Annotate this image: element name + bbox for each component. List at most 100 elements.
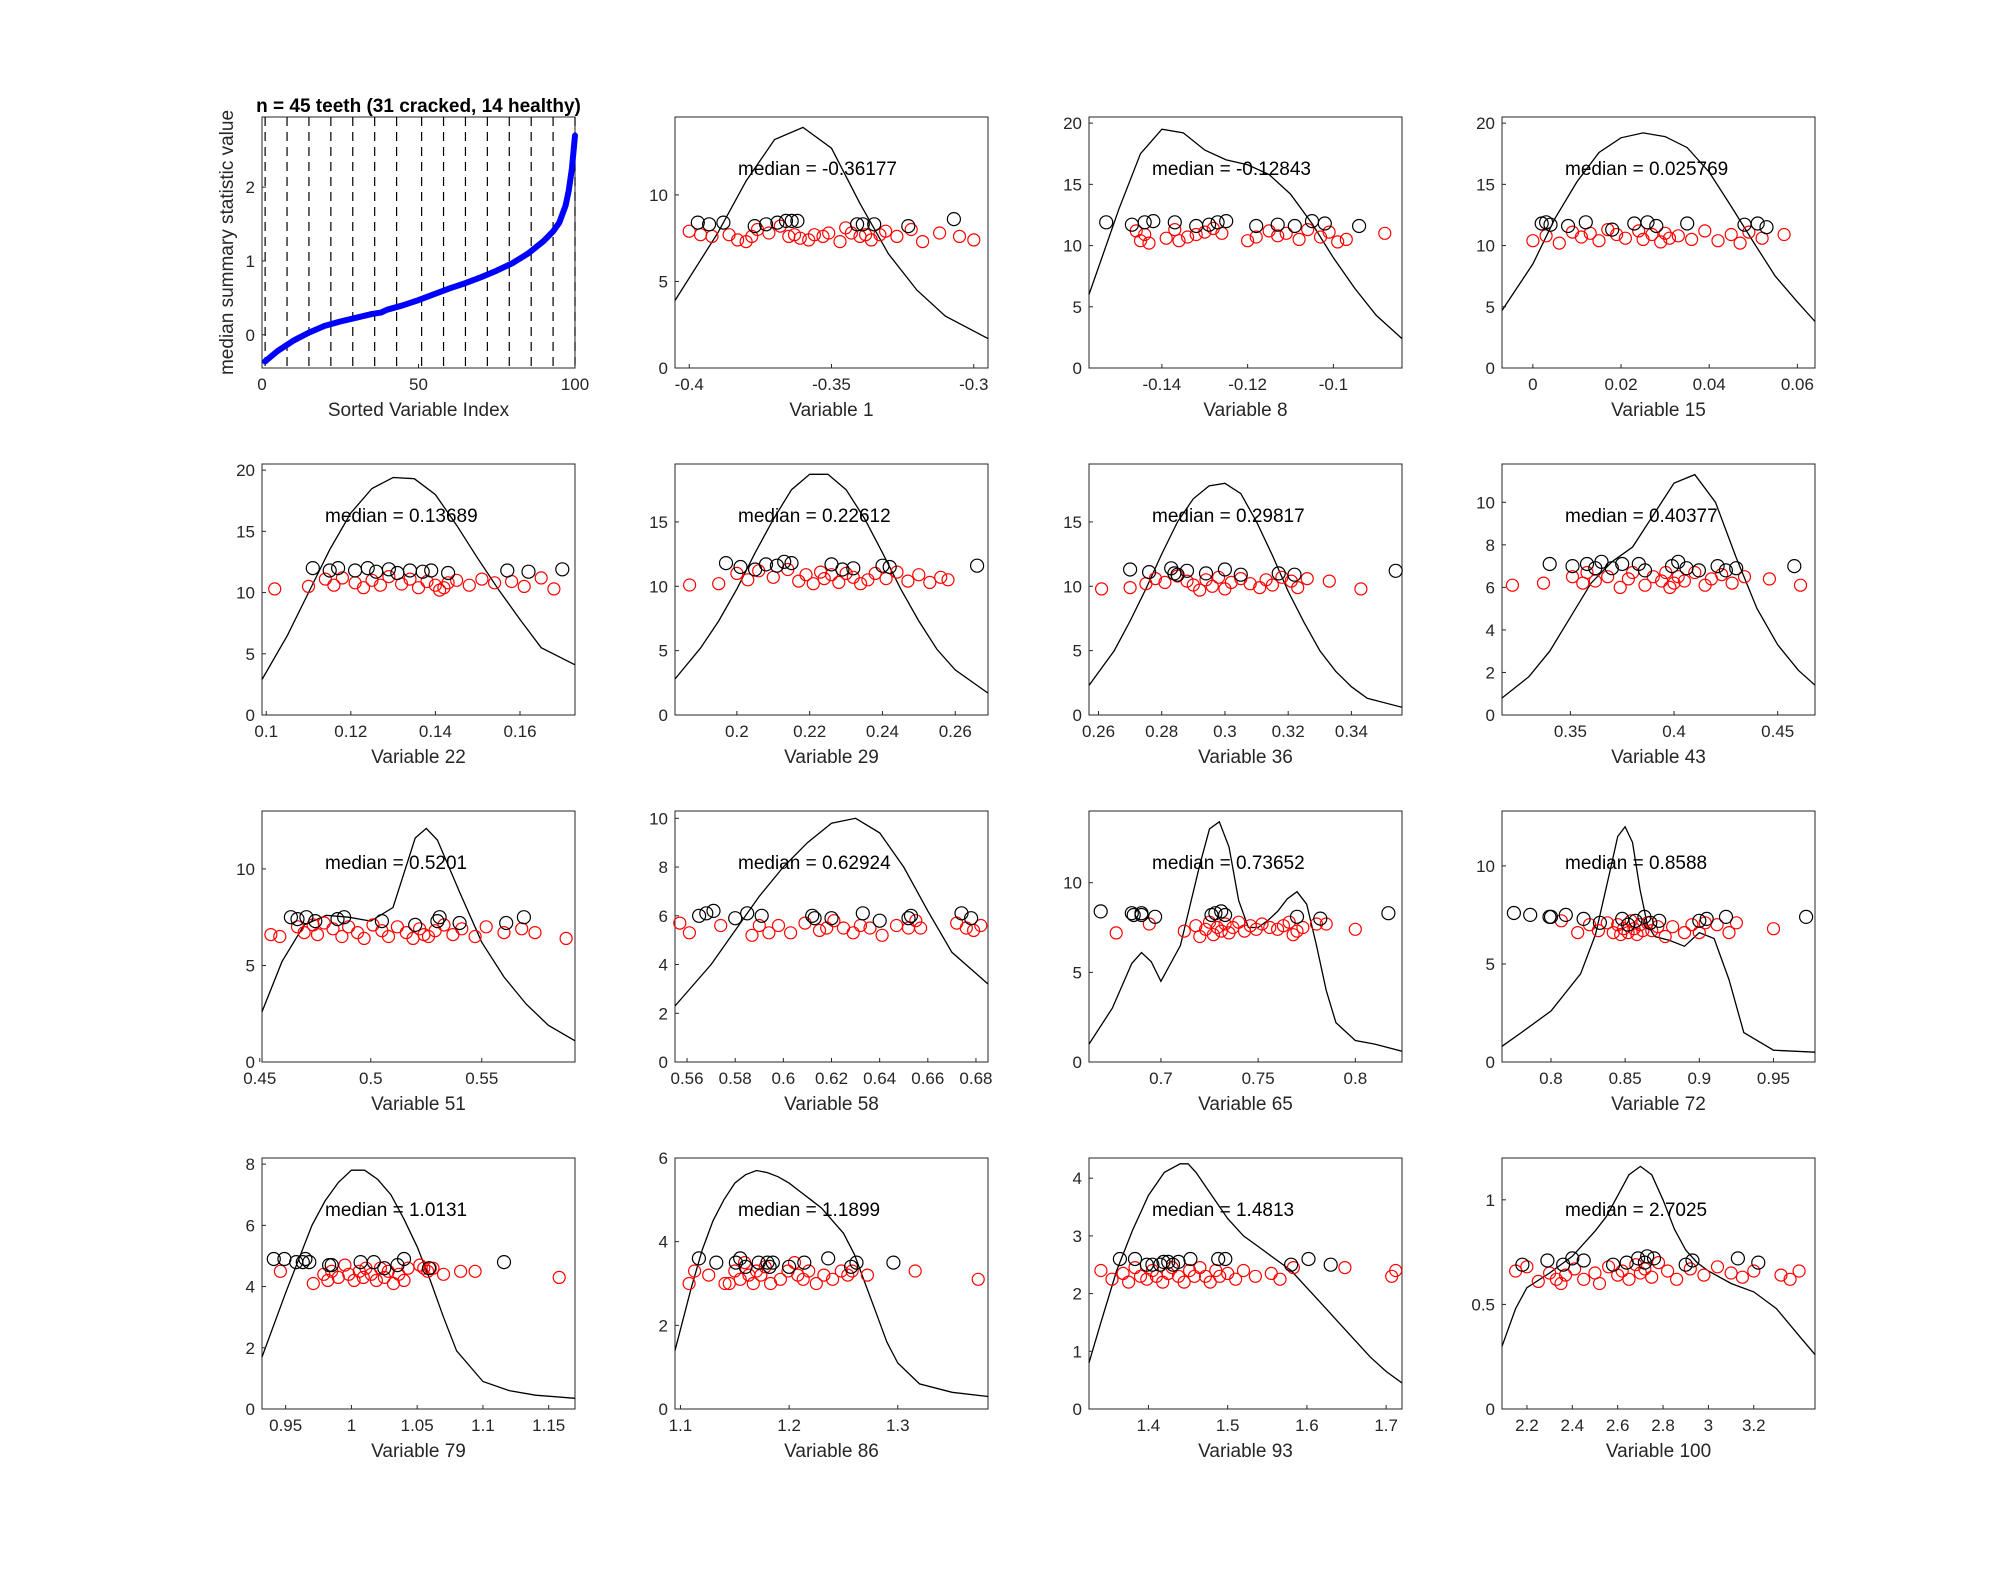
x-tick-label: 0.12	[334, 722, 367, 741]
healthy-point	[452, 915, 467, 931]
y-tick-label: 10	[1476, 237, 1495, 256]
healthy-point	[728, 1255, 744, 1270]
healthy-point	[1605, 222, 1620, 237]
healthy-point	[1126, 907, 1141, 923]
healthy-point	[882, 559, 897, 575]
healthy-point	[758, 557, 774, 572]
cracked-point	[1180, 574, 1194, 588]
cracked-point	[321, 1273, 335, 1288]
y-tick-label: 1	[1073, 1342, 1082, 1361]
healthy-point	[867, 217, 882, 232]
cracked-point	[1526, 234, 1540, 248]
healthy-point	[1750, 216, 1765, 231]
cracked-point	[741, 573, 755, 587]
healthy-point	[1652, 913, 1667, 928]
cracked-point	[682, 578, 697, 592]
plot-area	[1501, 1157, 1816, 1410]
cracked-point	[1645, 227, 1659, 242]
subplot: 0.2 0.22 0.24 0.26 0 5 10 15 Variable 29 median =…	[649, 463, 989, 768]
healthy-point	[500, 563, 515, 578]
healthy-point	[770, 215, 785, 230]
cracked-point	[712, 577, 726, 591]
y-tick-label: 10	[236, 584, 255, 603]
subplot: 0.35 0.4 0.45 0 2 4 6 8 10 Variable 43 median = 0.…	[1476, 463, 1816, 768]
x-tick-label: 0.8	[1344, 1069, 1368, 1088]
healthy-point	[1576, 1253, 1591, 1268]
healthy-point	[1506, 905, 1522, 921]
plot-area	[674, 463, 989, 716]
cracked-point	[1677, 574, 1692, 588]
healthy-point	[266, 1251, 281, 1267]
y-tick-label: 0	[1486, 1053, 1495, 1072]
y-tick-label: 4	[246, 1278, 255, 1297]
median-annotation: median = 0.22612	[738, 506, 891, 527]
median-annotation: median = 0.40377	[1565, 506, 1718, 527]
cracked-point	[441, 576, 455, 590]
density-curve	[674, 817, 989, 1007]
cracked-point	[762, 926, 776, 940]
cracked-point	[1263, 920, 1277, 935]
plot-area	[261, 463, 576, 716]
healthy-point	[496, 1254, 512, 1270]
cracked-point	[534, 571, 548, 585]
x-tick-label: 0.2	[725, 722, 749, 741]
cracked-point	[832, 575, 846, 590]
healthy-point	[381, 562, 396, 577]
y-tick-label: 5	[1073, 963, 1082, 982]
cracked-point	[812, 923, 827, 938]
cracked-point	[559, 931, 573, 946]
density-curve	[1088, 1163, 1403, 1384]
cracked-point	[326, 922, 340, 936]
x-tick-label: 0.1	[254, 722, 278, 741]
cracked-point	[1279, 226, 1293, 240]
x-axis-label: Variable 15	[1611, 400, 1706, 421]
healthy-point	[1730, 1251, 1746, 1266]
y-tick-label: 10	[1063, 237, 1082, 256]
x-tick-label: 0.04	[1693, 375, 1726, 394]
cracked-point	[1552, 236, 1566, 250]
subplot: 0.56 0.58 0.6 0.62 0.64 0.66 0.68 0 2 4 6 8 10 Variab…	[649, 809, 992, 1115]
healthy-point	[1134, 907, 1149, 923]
cracked-point	[1783, 1272, 1797, 1286]
cracked-point	[1301, 223, 1315, 237]
y-tick-label: 0.5	[1471, 1295, 1495, 1314]
plot-area	[1088, 116, 1403, 369]
y-tick-label: 4	[1073, 1169, 1082, 1188]
healthy-point	[901, 911, 916, 926]
healthy-point	[555, 562, 570, 577]
cracked-point	[1158, 575, 1172, 590]
healthy-point	[963, 911, 979, 926]
healthy-point	[441, 565, 456, 581]
cracked-point	[890, 229, 904, 243]
cracked-point	[846, 926, 860, 940]
healthy-point	[1565, 558, 1580, 574]
x-tick-label: 1.5	[1216, 1416, 1240, 1435]
cracked-point	[306, 1276, 320, 1291]
cracked-point	[1629, 1258, 1643, 1272]
healthy-point	[954, 906, 969, 921]
x-tick-label: 1.1	[471, 1416, 495, 1435]
x-tick-label: 0.45	[243, 1069, 276, 1088]
x-tick-label: 0.6	[772, 1069, 796, 1088]
healthy-point	[374, 913, 389, 929]
cracked-point	[863, 921, 877, 935]
cracked-point	[488, 576, 502, 590]
x-tick-label: 0.95	[1757, 1069, 1790, 1088]
cracked-point	[1645, 1270, 1659, 1284]
cracked-point	[517, 579, 531, 594]
x-tick-label: 0.14	[419, 722, 452, 741]
y-tick-label: 0	[1486, 1400, 1495, 1419]
healthy-point	[424, 563, 439, 578]
cracked-point	[1243, 577, 1257, 591]
cracked-point	[868, 566, 882, 581]
x-tick-label: -0.1	[1319, 375, 1348, 394]
cracked-point	[730, 233, 745, 247]
cracked-point	[787, 1255, 802, 1270]
x-tick-label: 1.1	[669, 1416, 693, 1435]
cracked-point	[1592, 234, 1606, 248]
cracked-point	[1792, 1264, 1806, 1278]
cracked-point	[1665, 920, 1680, 934]
cracked-point	[382, 569, 396, 584]
cracked-point	[912, 568, 926, 582]
healthy-point	[322, 563, 337, 578]
